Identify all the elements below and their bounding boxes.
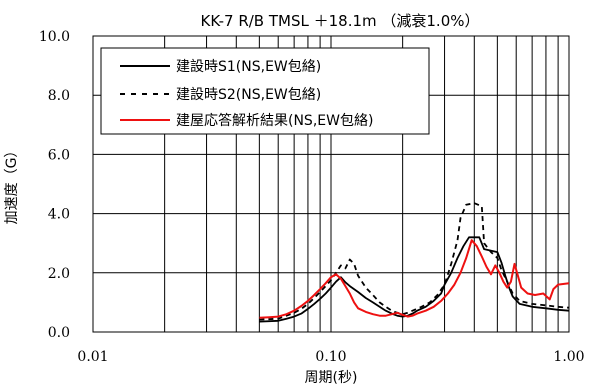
x-tick-label: 0.01 [77, 349, 108, 365]
y-tick-label: 4.0 [48, 207, 70, 223]
legend-label-response: 建屋応答解析結果(NS,EW包絡) [176, 112, 373, 129]
x-tick-label: 1.00 [553, 349, 584, 365]
legend-label-s2: 建設時S2(NS,EW包絡) [176, 87, 321, 103]
legend: 建設時S1(NS,EW包絡) 建設時S2(NS,EW包絡) 建屋応答解析結果(N… [100, 47, 430, 135]
plot-frame [92, 35, 570, 333]
chart-title: KK-7 R/B TMSL ＋18.1m （減衰1.0%） [201, 12, 480, 30]
series-lines [259, 202, 570, 323]
y-tick-label: 10.0 [39, 29, 70, 45]
series-line-1 [259, 236, 570, 323]
y-tick-label: 6.0 [48, 147, 70, 163]
y-tick-label: 2.0 [48, 266, 70, 282]
y-axis-label: 加速度（G） [4, 144, 20, 225]
y-tick-label: 8.0 [48, 88, 70, 104]
series-line-3 [259, 239, 570, 319]
x-axis-label: 周期(秒) [305, 370, 358, 386]
series-line-2 [259, 202, 570, 321]
x-tick-label: 0.10 [315, 349, 346, 365]
legend-label-s1: 建設時S1(NS,EW包絡) [176, 59, 321, 75]
y-tick-label: 0.0 [48, 325, 70, 341]
tick-labels: 0.0 2.0 4.0 6.0 8.0 10.0 0.01 0.10 1.00 [39, 29, 585, 365]
